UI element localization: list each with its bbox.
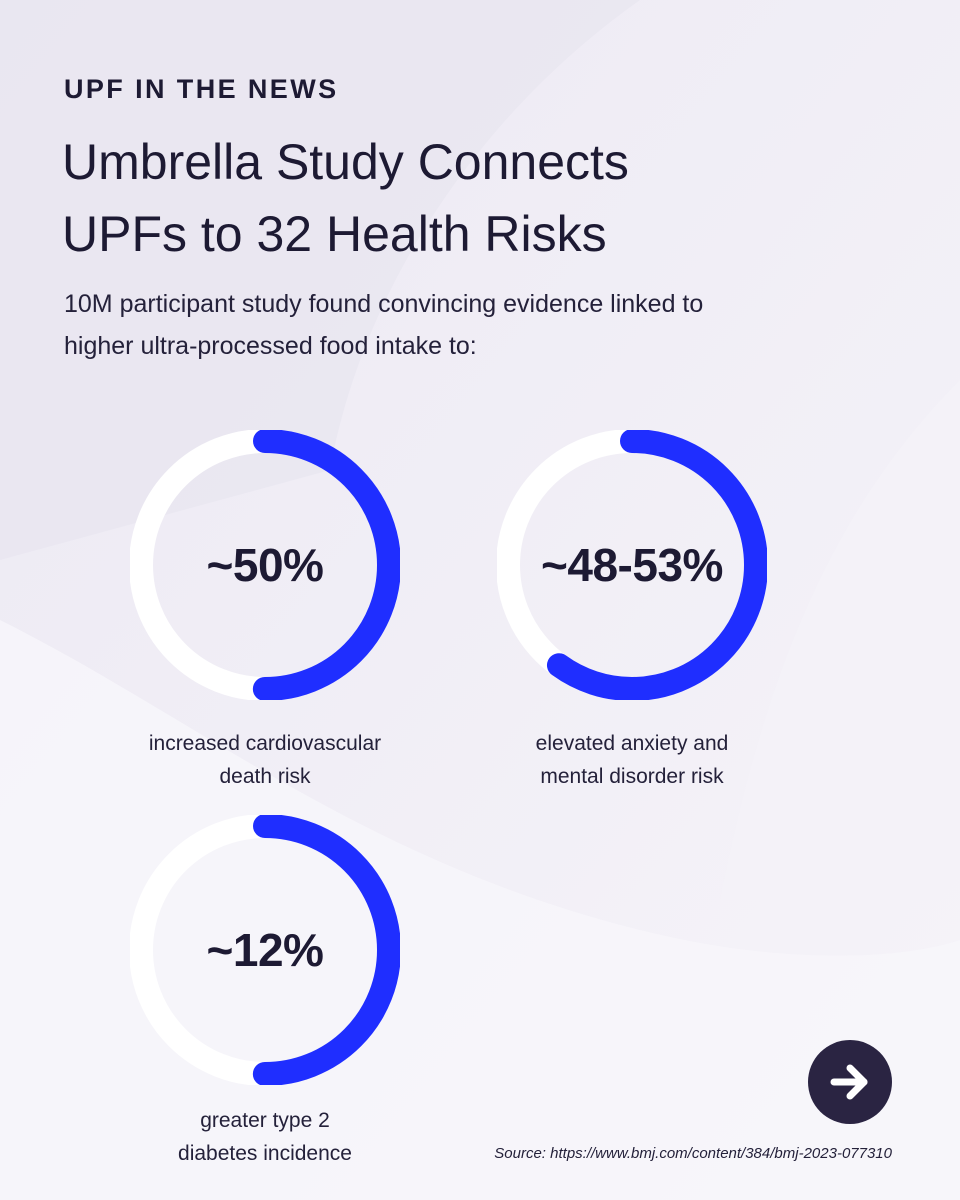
stat-ring-diabetes: ~12%	[130, 815, 400, 1085]
intro-line-1: 10M participant study found convincing e…	[64, 290, 704, 318]
stat-label-anxiety: elevated anxiety and mental disorder ris…	[482, 727, 782, 793]
stat-label-line-2: diabetes incidence	[178, 1142, 352, 1165]
arrow-right-icon	[830, 1064, 868, 1100]
ring-progress-arc	[130, 430, 400, 700]
stat-value: ~50%	[206, 539, 324, 591]
stat-label-line-1: elevated anxiety and	[535, 732, 729, 755]
ring-progress-arc	[497, 430, 767, 700]
headline: Umbrella Study Connects UPFs to 32 Healt…	[62, 126, 902, 270]
stat-ring-cardiovascular: ~50%	[130, 430, 400, 700]
ring-graphic	[130, 815, 400, 1085]
stat-label-diabetes: greater type 2 diabetes incidence	[115, 1104, 415, 1170]
source-citation: Source: https://www.bmj.com/content/384/…	[494, 1145, 892, 1162]
ring-graphic	[497, 430, 767, 700]
stat-label-line-1: greater type 2	[200, 1109, 330, 1132]
stat-label-line-2: mental disorder risk	[540, 765, 724, 788]
intro-line-2: higher ultra-processed food intake to:	[64, 332, 477, 360]
stat-value: ~48-53%	[541, 539, 723, 591]
intro-text: 10M participant study found convincing e…	[64, 283, 864, 367]
stat-label-cardiovascular: increased cardiovascular death risk	[115, 727, 415, 793]
stat-label-line-1: increased cardiovascular	[148, 732, 382, 755]
stat-ring-anxiety: ~48-53%	[497, 430, 767, 700]
headline-line-2: UPFs to 32 Health Risks	[62, 206, 607, 262]
stat-label-line-2: death risk	[219, 765, 311, 788]
headline-line-1: Umbrella Study Connects	[62, 134, 629, 190]
stat-value: ~12%	[206, 924, 324, 976]
eyebrow-label: UPF IN THE NEWS	[64, 74, 339, 104]
next-slide-button[interactable]	[808, 1040, 892, 1124]
ring-graphic	[130, 430, 400, 700]
ring-progress-arc	[130, 815, 400, 1085]
